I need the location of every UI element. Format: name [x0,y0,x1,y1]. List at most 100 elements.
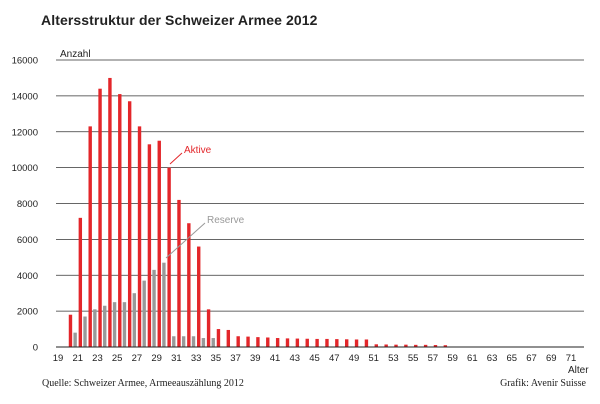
aktive-bar [414,344,418,347]
aktive-bar [187,223,191,347]
x-tick-label: 31 [171,353,182,364]
aktive-bar [315,338,319,347]
y-tick-label: 10000 [12,163,38,174]
aktive-bar [246,336,250,347]
bars [68,77,448,348]
aktive-bar [275,338,280,347]
aktive-bar [404,344,408,347]
aktive-bar [394,344,398,347]
aktive-bar [68,314,73,347]
reserve-label: Reserve [207,215,245,226]
y-tick-label: 2000 [17,307,38,318]
source-note: Quelle: Schweizer Armee, Armeeauszählung… [42,378,244,389]
aktive-bar [325,338,329,347]
reserve-bar [152,269,156,347]
aktive-bar [197,246,201,347]
x-tick-label: 21 [72,353,83,364]
aktive-bar [374,344,378,347]
y-tick-label: 0 [33,343,38,354]
y-tick-label: 4000 [17,271,38,282]
aktive-bar [127,101,132,347]
aktive-bar [256,337,260,347]
aktive-leader-line [169,152,183,165]
aktive-bar [108,77,112,347]
reserve-bar [83,316,87,347]
reserve-bar [103,305,107,347]
reserve-bar [73,332,77,347]
aktive-annotation: Aktive [169,145,212,165]
x-tick-label: 23 [92,353,103,364]
aktive-bar [98,88,102,347]
aktive-bar [216,329,221,347]
x-tick-label: 29 [151,353,162,364]
reserve-bar [142,280,146,347]
x-tick-label: 47 [329,353,340,364]
aktive-bar [236,336,240,347]
aktive-bar [137,126,142,348]
x-tick-label: 39 [250,353,261,364]
reserve-bar [172,336,176,347]
aktive-bar [147,144,152,347]
x-tick-label: 53 [388,353,399,364]
aktive-bar [433,345,438,347]
x-tick-label: 25 [112,353,123,364]
x-tick-label: 67 [526,353,537,364]
aktive-bar [423,344,428,347]
x-tick-label: 33 [191,353,202,364]
x-tick-label: 43 [289,353,300,364]
x-tick-label: 27 [132,353,143,364]
reserve-bar [191,336,196,347]
x-tick-label: 59 [447,353,458,364]
y-axis-ticks: 0 2000 4000 6000 8000 10000 12000 14000 16000 [12,56,38,354]
x-tick-label: 45 [309,353,320,364]
aktive-bar [88,126,92,348]
y-axis-label: Anzahl [60,49,91,60]
aktive-bar [167,167,171,348]
reserve-bar [211,338,215,347]
reserve-bar [162,262,166,347]
x-tick-label: 41 [270,353,281,364]
x-tick-label: 61 [467,353,478,364]
x-tick-label: 37 [230,353,241,364]
aktive-bar [285,338,290,347]
y-tick-label: 6000 [17,235,38,246]
reserve-bar [132,293,137,347]
aktive-bar [305,338,309,347]
x-axis-label: Alter [568,365,589,376]
chart-title: Altersstruktur der Schweizer Armee 2012 [41,12,318,28]
y-tick-label: 8000 [17,199,38,210]
reserve-bar [181,336,186,347]
aktive-bar [335,339,339,347]
aktive-bar [226,329,231,347]
x-tick-label: 19 [53,353,64,364]
credit-note: Grafik: Avenir Suisse [500,378,586,389]
reserve-bar [112,302,117,347]
x-tick-label: 49 [349,353,360,364]
aktive-bar [364,339,369,347]
reserve-annotation: Reserve [165,215,245,259]
reserve-leader-line [165,222,206,259]
y-tick-label: 12000 [12,127,38,138]
aktive-bar [266,337,270,347]
reserve-bar [201,338,206,347]
x-axis-ticks: 19 21 23 25 27 29 31 33 35 37 39 41 43 45 47 49 51 53 55 57… [53,353,577,364]
reserve-bar [122,302,127,347]
aktive-bar [177,199,181,347]
x-tick-label: 63 [487,353,498,364]
aktive-bar [295,338,300,347]
x-tick-label: 51 [368,353,379,364]
x-tick-label: 57 [428,353,439,364]
aktive-label: Aktive [184,145,212,156]
aktive-bar [384,344,388,347]
aktive-bar [206,309,211,347]
aktive-bar [78,217,83,347]
aktive-bar [443,345,448,347]
y-tick-label: 14000 [12,91,38,102]
gridlines [56,59,584,312]
aktive-bar [354,339,359,347]
aktive-bar [118,94,122,347]
y-tick-label: 16000 [12,56,38,67]
x-tick-label: 55 [408,353,419,364]
reserve-bar [93,309,97,347]
